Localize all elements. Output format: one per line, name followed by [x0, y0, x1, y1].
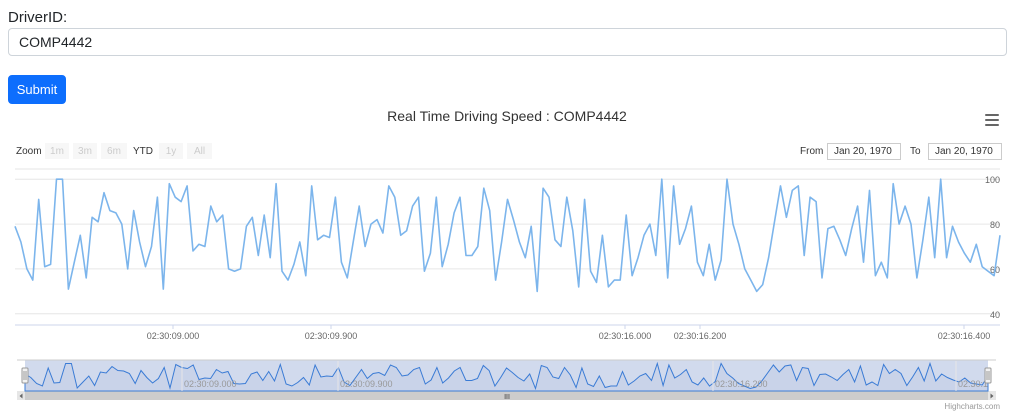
chart-title: Real Time Driving Speed : COMP4442: [387, 108, 627, 124]
driver-id-label: DriverID:: [8, 9, 68, 26]
x-axis-labels: 02:30:09.000 02:30:09.900 02:30:16.000 02:3…: [147, 325, 991, 341]
credits-link[interactable]: Highcharts.com: [944, 402, 1000, 411]
x-tick-label-2: 02:30:16.000: [599, 331, 652, 341]
zoom-button-6m[interactable]: 6m: [101, 143, 127, 159]
from-label: From: [800, 146, 824, 157]
x-tick-label-4: 02:30:16.400: [938, 331, 991, 341]
x-tick-label-0: 02:30:09.000: [147, 331, 200, 341]
navigator-tick-label-1: 02:30:09.900: [340, 379, 393, 389]
navigator-axis-labels: 02:30:09.000 02:30:09.900 02:30:16.200 02:3…: [181, 361, 988, 391]
from-date-input[interactable]: [827, 143, 901, 160]
zoom-button-1m[interactable]: 1m: [45, 143, 69, 159]
to-date-input[interactable]: [928, 143, 1002, 160]
y-tick-label-100: 100: [985, 175, 1000, 185]
x-tick-label-1: 02:30:09.900: [305, 331, 358, 341]
scroll-right-arrow-icon: [990, 393, 994, 399]
scrollbar-grip-icon: III: [504, 394, 510, 401]
scroll-left-arrow-icon: [19, 393, 23, 399]
navigator-handle-left[interactable]: [21, 367, 29, 384]
navigator-background: [17, 360, 996, 392]
hamburger-menu-icon[interactable]: [985, 114, 999, 126]
scrollbar[interactable]: III: [17, 392, 996, 401]
zoom-button-3m[interactable]: 3m: [73, 143, 97, 159]
navigator-mask[interactable]: [25, 360, 988, 392]
x-tick-label-3: 02:30:16.200: [674, 331, 727, 341]
y-tick-label-40: 40: [990, 310, 1000, 320]
navigator-handle-right[interactable]: [984, 367, 992, 384]
zoom-button-all[interactable]: All: [187, 143, 212, 159]
zoom-button-ytd[interactable]: YTD: [130, 143, 156, 159]
zoom-button-1y[interactable]: 1y: [159, 143, 183, 159]
to-label: To: [910, 146, 921, 157]
navigator-series-area: [24, 361, 989, 392]
y-tick-label-80: 80: [990, 220, 1000, 230]
grid-lines: [15, 168, 1000, 326]
speed-series-line: [14, 178, 1001, 293]
navigator-tick-label-2: 02:30:16.200: [715, 379, 768, 389]
scrollbar-thumb[interactable]: [25, 392, 988, 400]
zoom-label: Zoom: [16, 146, 42, 157]
navigator-tick-label-0: 02:30:09.000: [184, 379, 237, 389]
navigator-tick-label-3: 02:30:1: [958, 379, 988, 389]
driver-id-input[interactable]: [8, 28, 1007, 56]
navigator[interactable]: 02:30:09.000 02:30:09.900 02:30:16.200 02:3…: [17, 359, 996, 393]
submit-button[interactable]: Submit: [8, 75, 66, 104]
